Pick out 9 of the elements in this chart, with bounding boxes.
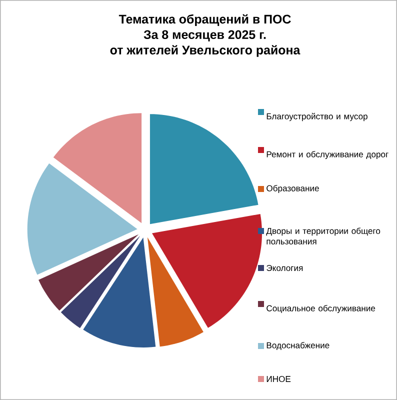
legend-label: ИНОЕ bbox=[266, 376, 291, 382]
legend-label: Благоустройство и мусор bbox=[266, 112, 368, 122]
legend-label: Образование bbox=[266, 184, 319, 194]
legend-label: Дворы и территории общего пользования bbox=[266, 228, 380, 244]
legend-label: Водоснабжение bbox=[266, 342, 330, 350]
legend-label: Экология bbox=[266, 264, 303, 272]
legend-label: Социальное обслуживание bbox=[266, 304, 376, 314]
chart-title: Тематика обращений в ПОС За 8 месяцев 2025 г. от жителей Увельского района bbox=[110, 14, 300, 57]
legend-label: Ремонт и обслуживание дорог bbox=[266, 150, 388, 160]
